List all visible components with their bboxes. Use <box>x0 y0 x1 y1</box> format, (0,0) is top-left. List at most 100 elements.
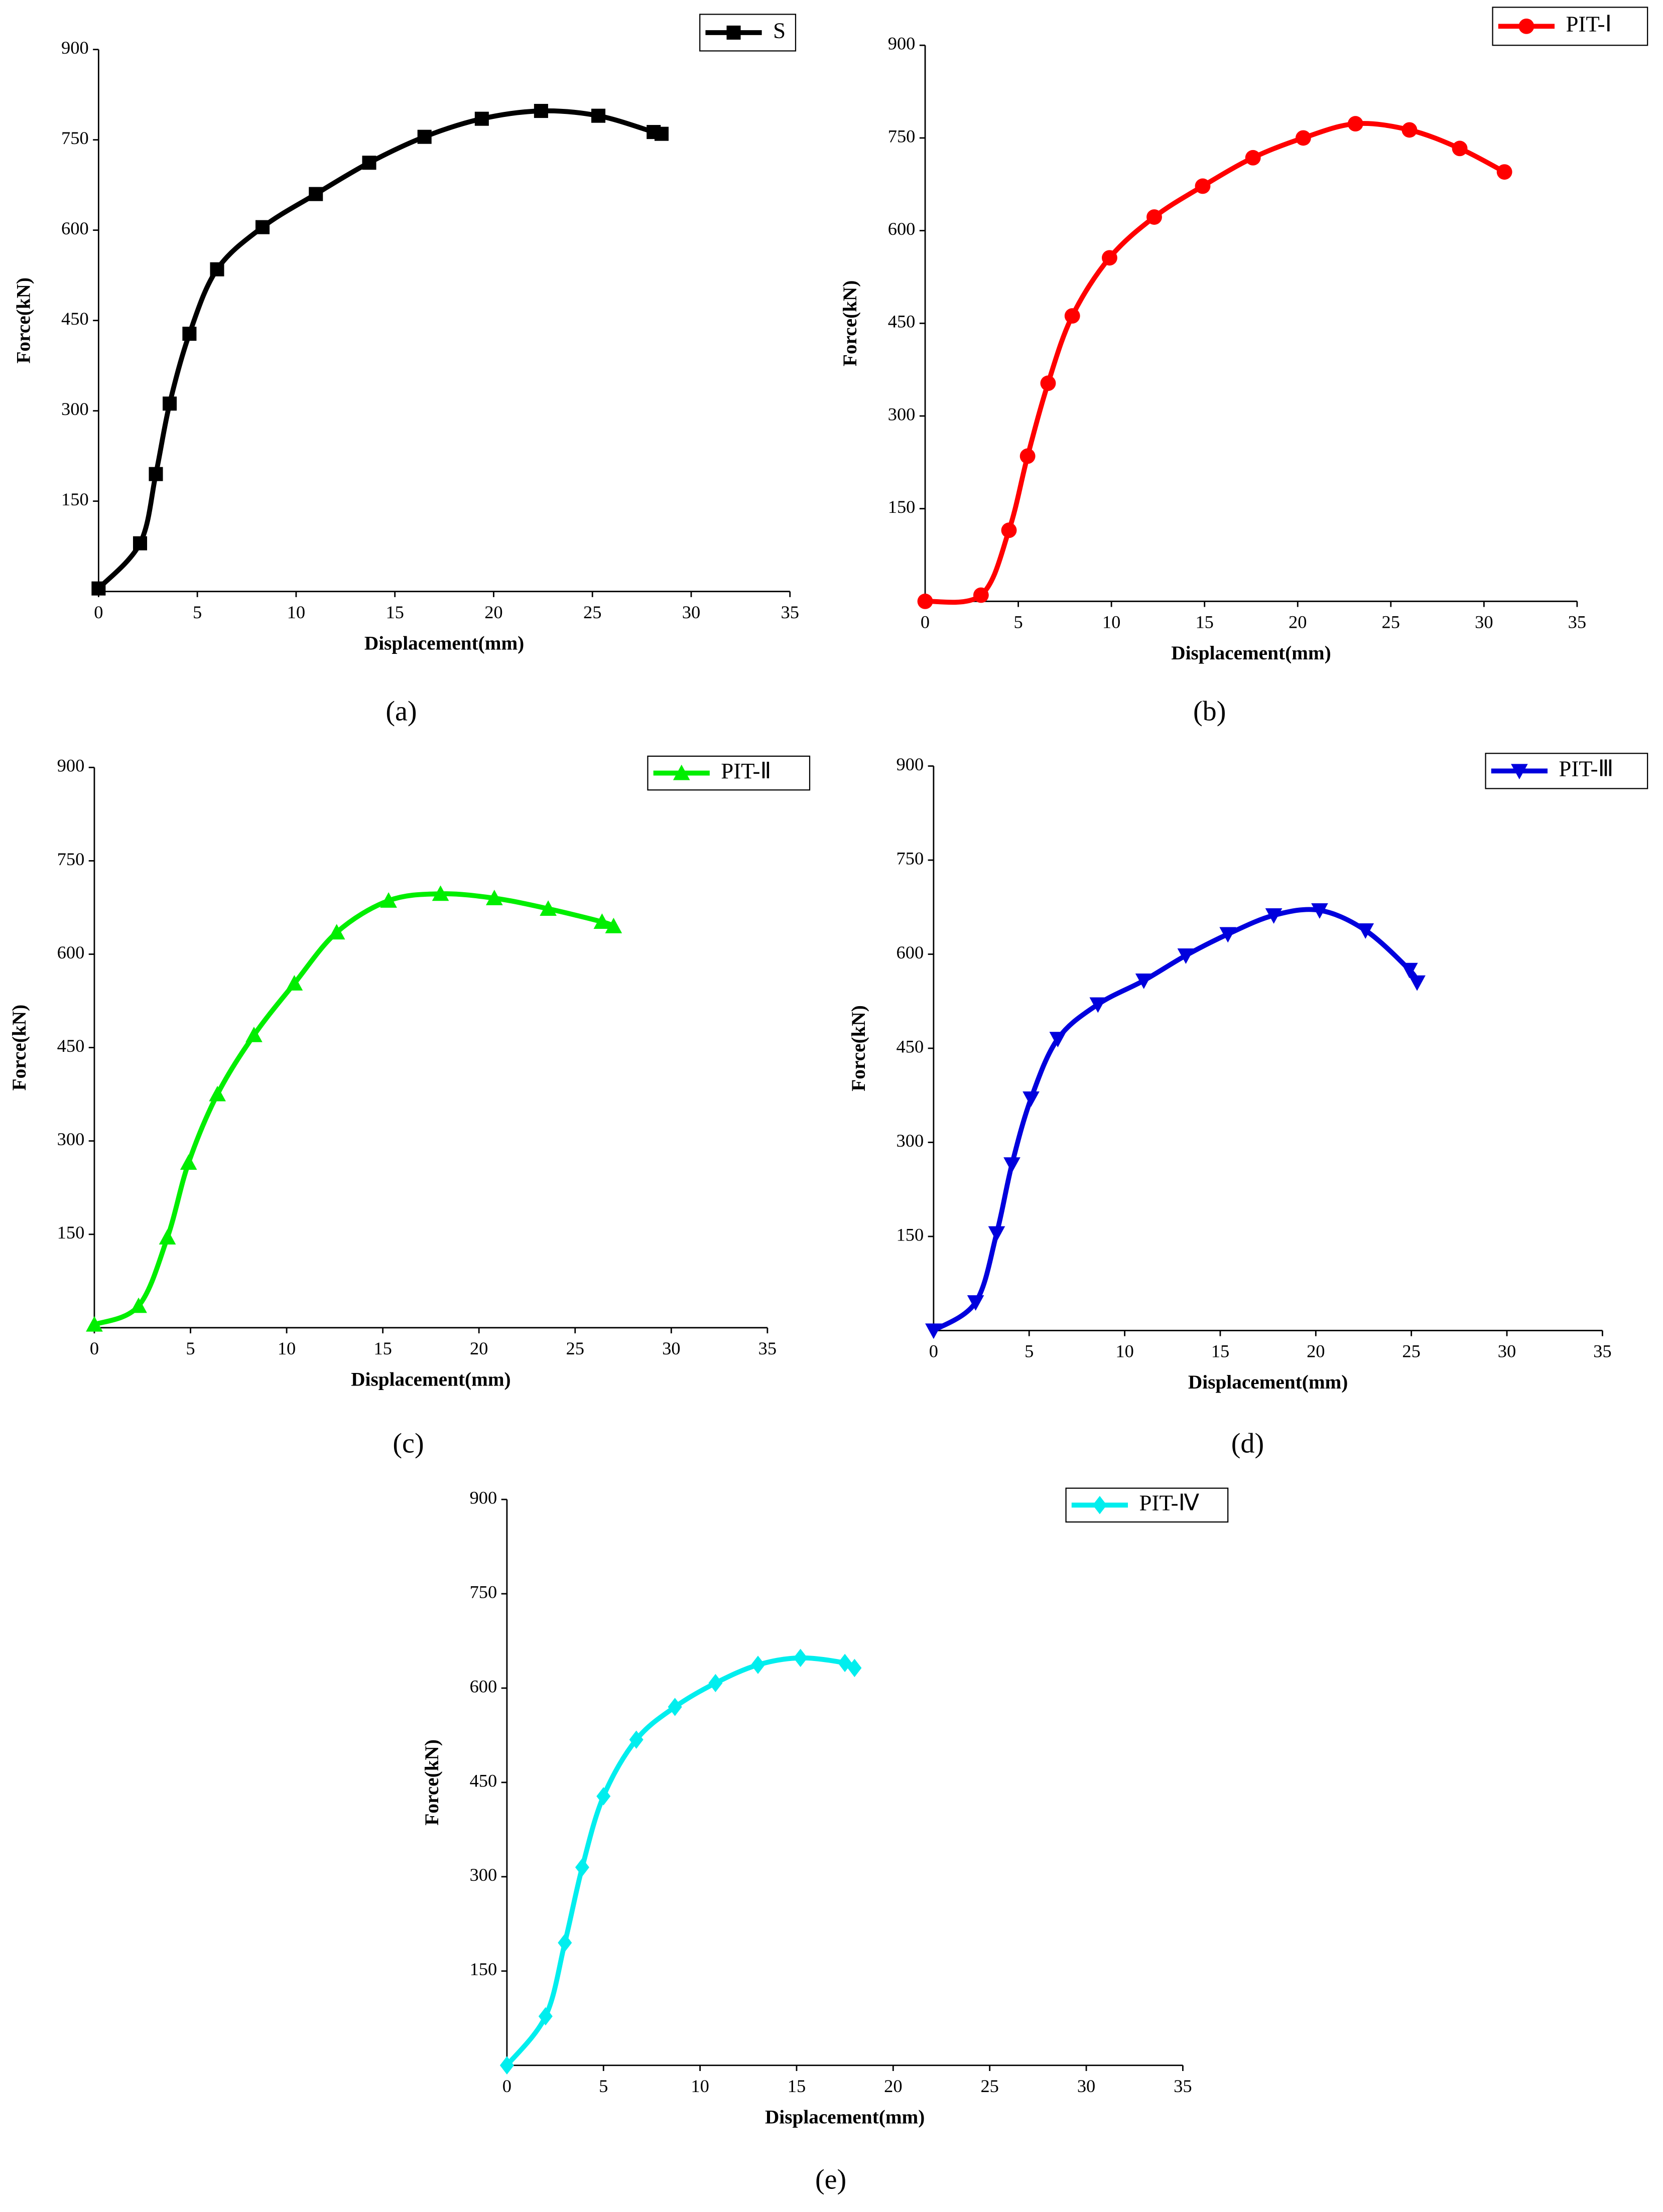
marker <box>328 924 345 940</box>
y-tick-label: 600 <box>61 218 89 238</box>
legend-label: PIT-Ⅳ <box>1139 1490 1199 1515</box>
marker <box>1511 764 1528 780</box>
y-tick-label: 150 <box>888 497 916 517</box>
marker <box>209 1085 226 1101</box>
marker <box>180 1154 197 1170</box>
marker <box>1049 1032 1067 1048</box>
marker <box>474 111 489 126</box>
y-tick-label: 900 <box>470 1487 497 1507</box>
y-tick-label: 450 <box>897 1036 924 1056</box>
marker <box>1219 927 1237 943</box>
legend-label: PIT-Ⅰ <box>1566 12 1611 37</box>
y-axis-label: Force(kN) <box>848 1005 869 1091</box>
y-tick-label: 750 <box>470 1582 497 1602</box>
y-tick-label: 300 <box>57 1129 85 1149</box>
marker <box>1409 975 1426 991</box>
x-tick-label: 0 <box>921 612 930 632</box>
panel-label: (e) <box>815 2164 846 2195</box>
y-tick-label: 150 <box>897 1224 924 1245</box>
marker <box>534 104 548 118</box>
x-tick-label: 20 <box>1307 1341 1325 1361</box>
marker <box>668 1698 682 1716</box>
x-tick-label: 25 <box>1382 612 1400 632</box>
marker <box>417 129 432 144</box>
x-tick-label: 0 <box>502 2076 511 2096</box>
x-tick-label: 5 <box>599 2076 608 2096</box>
y-tick-label: 300 <box>888 404 916 424</box>
marker <box>182 327 197 341</box>
marker <box>591 108 606 123</box>
legend-label: PIT-Ⅱ <box>721 758 771 783</box>
x-tick-label: 10 <box>1102 612 1120 632</box>
marker <box>558 1933 572 1952</box>
x-tick-label: 35 <box>1174 2076 1192 2096</box>
marker <box>1357 923 1374 939</box>
x-axis-label: Displacement(mm) <box>351 1368 510 1390</box>
x-tick-label: 35 <box>758 1338 777 1358</box>
marker <box>1245 150 1261 166</box>
marker <box>988 1226 1005 1242</box>
data-line <box>93 891 615 1327</box>
marker <box>605 917 622 933</box>
legend-label: PIT-Ⅲ <box>1559 756 1613 781</box>
y-tick-label: 450 <box>888 312 916 332</box>
marker <box>1295 130 1311 146</box>
marker <box>130 1297 147 1313</box>
x-axis-label: Displacement(mm) <box>364 632 524 654</box>
marker <box>91 581 106 596</box>
marker <box>1195 178 1211 194</box>
marker <box>917 593 933 609</box>
marker <box>133 536 148 550</box>
x-tick-label: 5 <box>1013 612 1022 632</box>
marker <box>149 467 163 481</box>
x-tick-label: 20 <box>884 2076 902 2096</box>
y-tick-label: 600 <box>57 942 85 962</box>
x-tick-label: 0 <box>929 1341 938 1361</box>
x-tick-label: 20 <box>470 1338 488 1358</box>
marker <box>1022 1091 1040 1107</box>
y-tick-label: 300 <box>897 1131 924 1151</box>
marker <box>1311 903 1328 919</box>
marker <box>540 900 557 916</box>
panel-label: (a) <box>386 696 417 727</box>
y-tick-label: 150 <box>61 489 89 509</box>
y-tick-label: 150 <box>470 1959 497 1979</box>
marker <box>1019 448 1036 464</box>
data-line <box>932 907 1420 1333</box>
y-tick-label: 450 <box>470 1770 497 1790</box>
marker <box>86 1316 103 1332</box>
marker <box>973 587 989 603</box>
marker <box>1265 908 1283 924</box>
marker <box>750 1655 765 1674</box>
x-tick-label: 10 <box>1115 1341 1133 1361</box>
y-tick-label: 900 <box>897 754 924 774</box>
y-tick-label: 900 <box>61 38 89 58</box>
x-tick-label: 35 <box>1568 612 1586 632</box>
marker <box>1452 141 1468 157</box>
data-line <box>96 108 664 591</box>
marker <box>163 396 177 411</box>
y-axis-label: Force(kN) <box>839 281 861 367</box>
x-tick-label: 10 <box>691 2076 709 2096</box>
y-tick-label: 600 <box>897 942 924 962</box>
y-tick-label: 300 <box>61 399 89 419</box>
y-axis-label: Force(kN) <box>9 1005 30 1091</box>
y-tick-label: 450 <box>57 1036 85 1056</box>
marker <box>380 892 397 908</box>
x-tick-label: 15 <box>386 602 404 622</box>
marker <box>925 1323 942 1339</box>
x-tick-label: 35 <box>781 602 799 622</box>
x-tick-label: 10 <box>287 602 305 622</box>
y-tick-label: 150 <box>57 1222 85 1242</box>
y-tick-label: 900 <box>57 756 85 776</box>
x-tick-label: 0 <box>94 602 103 622</box>
marker <box>1177 948 1195 964</box>
x-tick-label: 35 <box>1593 1341 1611 1361</box>
y-tick-label: 750 <box>61 128 89 148</box>
x-tick-label: 25 <box>1402 1341 1420 1361</box>
x-tick-label: 25 <box>980 2076 998 2096</box>
marker <box>1102 250 1117 266</box>
marker <box>575 1858 589 1877</box>
